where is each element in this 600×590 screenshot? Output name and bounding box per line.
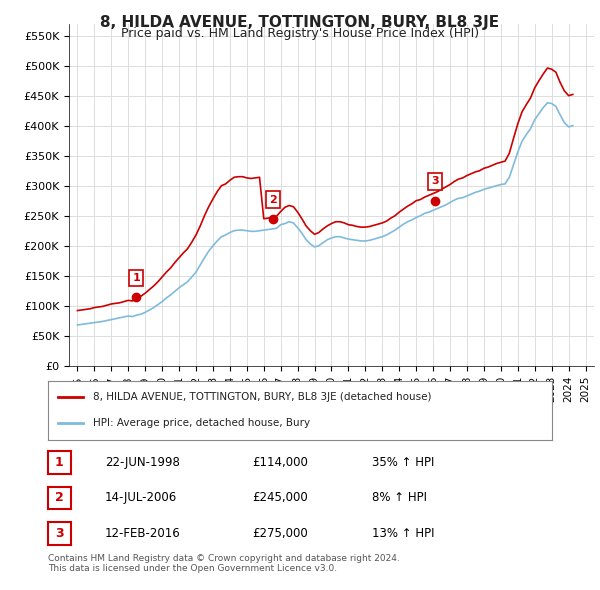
Text: 1: 1 bbox=[55, 456, 64, 469]
Text: 13% ↑ HPI: 13% ↑ HPI bbox=[372, 527, 434, 540]
Text: 8, HILDA AVENUE, TOTTINGTON, BURY, BL8 3JE: 8, HILDA AVENUE, TOTTINGTON, BURY, BL8 3… bbox=[100, 15, 500, 30]
Text: HPI: Average price, detached house, Bury: HPI: Average price, detached house, Bury bbox=[94, 418, 310, 428]
Text: 1: 1 bbox=[133, 273, 140, 283]
Text: Contains HM Land Registry data © Crown copyright and database right 2024.
This d: Contains HM Land Registry data © Crown c… bbox=[48, 554, 400, 573]
Text: 2: 2 bbox=[269, 195, 277, 205]
Text: 8, HILDA AVENUE, TOTTINGTON, BURY, BL8 3JE (detached house): 8, HILDA AVENUE, TOTTINGTON, BURY, BL8 3… bbox=[94, 392, 432, 402]
Text: 3: 3 bbox=[431, 176, 439, 186]
Text: 3: 3 bbox=[55, 527, 64, 540]
Text: 22-JUN-1998: 22-JUN-1998 bbox=[105, 456, 180, 469]
Text: 35% ↑ HPI: 35% ↑ HPI bbox=[372, 456, 434, 469]
Text: 12-FEB-2016: 12-FEB-2016 bbox=[105, 527, 181, 540]
Text: £275,000: £275,000 bbox=[252, 527, 308, 540]
Text: 8% ↑ HPI: 8% ↑ HPI bbox=[372, 491, 427, 504]
Text: Price paid vs. HM Land Registry's House Price Index (HPI): Price paid vs. HM Land Registry's House … bbox=[121, 27, 479, 40]
Text: 14-JUL-2006: 14-JUL-2006 bbox=[105, 491, 177, 504]
Text: £245,000: £245,000 bbox=[252, 491, 308, 504]
Text: 2: 2 bbox=[55, 491, 64, 504]
Text: £114,000: £114,000 bbox=[252, 456, 308, 469]
